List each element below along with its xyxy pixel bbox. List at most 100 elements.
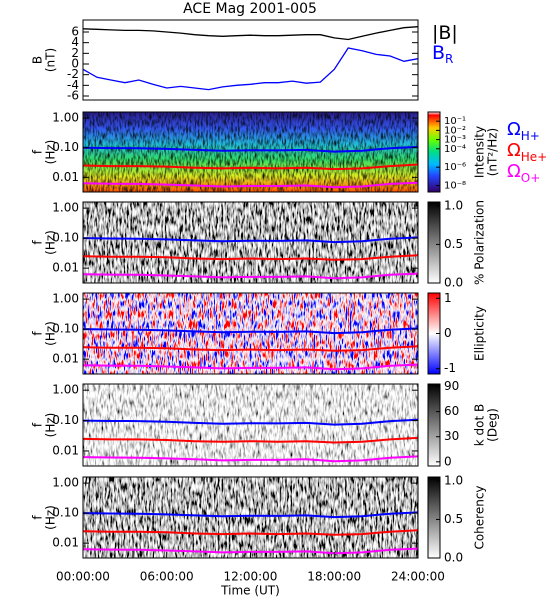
y-axis-label: (Hz) <box>44 230 58 255</box>
colorbar-tick-label: 0.5 <box>444 512 463 526</box>
x-axis-label: Time (UT) <box>220 584 280 598</box>
plot-frame <box>82 292 419 375</box>
series-line <box>82 363 419 371</box>
plot-frame <box>82 19 419 101</box>
y-tick-label: -6 <box>67 89 79 103</box>
spectrogram-texture <box>83 477 418 558</box>
plot-frame <box>82 201 419 284</box>
series-line <box>82 254 419 261</box>
y-axis-label: (Hz) <box>44 321 58 346</box>
y-tick-label: 0.01 <box>52 536 79 550</box>
colorbar-tick-label: 10⁻³ <box>444 135 466 146</box>
y-tick-label: 0.01 <box>52 352 79 366</box>
colorbar-tick-label: 10⁻⁴ <box>444 144 466 155</box>
legend-entry: |B| <box>432 22 458 44</box>
y-tick-label: -2 <box>67 67 79 81</box>
legend-subscript: R <box>445 52 453 66</box>
legend-name: |B| <box>432 22 458 44</box>
colorbar-tick-label: 10⁻⁶ <box>444 162 466 173</box>
legend-name: Ω <box>507 161 521 182</box>
colorbar-label: % Polarization <box>473 200 487 285</box>
series-line <box>82 26 419 41</box>
colorbar-tick-label: 60 <box>444 404 459 418</box>
y-tick-label: 0.10 <box>52 506 79 520</box>
series-group <box>82 236 419 280</box>
series-line <box>82 345 419 352</box>
y-tick-label: 0.10 <box>52 140 79 154</box>
plot-frame <box>82 383 419 467</box>
colorbar-label: Coherency <box>473 485 487 549</box>
legend-entry: ΩO+ <box>507 161 540 185</box>
y-axis-label: (Hz) <box>44 505 58 530</box>
y-tick-label: -4 <box>67 78 79 92</box>
colorbar-label: Intensity <box>473 126 487 178</box>
chart-title: ACE Mag 2001-005 <box>183 1 317 17</box>
y-axis-label: B <box>31 56 45 64</box>
y-axis-label: f <box>31 331 45 336</box>
series-line <box>82 436 419 444</box>
colorbar-tick-label: 0.5 <box>444 237 463 251</box>
colorbar-label: (Deg) <box>486 408 500 442</box>
y-tick-label: 0.01 <box>52 261 79 275</box>
colorbar <box>427 383 441 467</box>
colorbar-tick-label: 1.0 <box>444 473 463 487</box>
series-line <box>82 272 419 280</box>
x-tick-label: 00:00:00 <box>56 570 110 584</box>
colorbar-tick-label: 0 <box>444 454 452 468</box>
y-tick-label: 1.00 <box>52 476 79 490</box>
colorbar-tick-label: 0.0 <box>444 551 463 565</box>
colorbar-tick-label: 90 <box>444 379 459 393</box>
x-tick-label: 24:00:00 <box>391 570 445 584</box>
legend-name: Ω <box>507 140 521 161</box>
y-axis-label: (Hz) <box>44 413 58 438</box>
y-axis-label: f <box>31 240 45 245</box>
y-tick-label: 2 <box>71 46 79 60</box>
colorbar-label: Ellipticity <box>473 306 487 361</box>
y-axis-label: (Hz) <box>44 140 58 165</box>
colorbar-label: k dot B <box>473 404 487 446</box>
series-line <box>82 511 419 519</box>
y-tick-label: 6 <box>71 25 79 39</box>
y-tick-label: 1.00 <box>52 111 79 125</box>
legend-subscript: He+ <box>521 150 547 164</box>
legend-name: Ω <box>507 119 521 140</box>
y-tick-label: 1.00 <box>52 201 79 215</box>
legend-name: B <box>432 42 445 64</box>
colorbar <box>427 476 441 559</box>
colorbar-tick-label: 0 <box>444 326 452 340</box>
y-axis-label: f <box>31 515 45 520</box>
series-line <box>82 163 419 171</box>
legend-entry: BR <box>432 42 453 66</box>
series-line <box>82 145 419 153</box>
series-line <box>82 547 419 555</box>
y-tick-label: 0.10 <box>52 322 79 336</box>
spectrogram-texture <box>83 112 418 192</box>
legend-subscript: O+ <box>521 171 541 185</box>
series-line <box>82 236 419 244</box>
y-tick-label: 0.01 <box>52 170 79 184</box>
x-tick-label: 06:00:00 <box>140 570 194 584</box>
series-group <box>82 418 419 463</box>
y-axis-label: f <box>31 422 45 427</box>
colorbar-label: (nT²/Hz) <box>486 128 500 176</box>
colorbar-tick-label: -1 <box>444 361 456 375</box>
colorbar <box>427 201 441 284</box>
legend-entry: ΩHe+ <box>507 140 547 164</box>
series-line <box>82 455 419 463</box>
colorbar-tick-label: 10⁻² <box>444 125 466 136</box>
y-tick-label: 1.00 <box>52 292 79 306</box>
y-tick-label: 0.10 <box>52 231 79 245</box>
y-axis-label: (nT) <box>44 48 58 72</box>
colorbar-tick-label: 1.0 <box>444 198 463 212</box>
y-tick-label: 4 <box>71 35 79 49</box>
legend-entry: ΩH+ <box>507 119 540 143</box>
y-tick-label: 0.10 <box>52 413 79 427</box>
series-line <box>82 529 419 536</box>
colorbar-tick-label: 0.0 <box>444 276 463 290</box>
series-line <box>82 418 419 426</box>
series-group <box>82 327 419 371</box>
colorbar-tick-label: 10⁻¹ <box>444 116 466 127</box>
colorbar-tick-label: 10⁻⁸ <box>444 181 466 192</box>
